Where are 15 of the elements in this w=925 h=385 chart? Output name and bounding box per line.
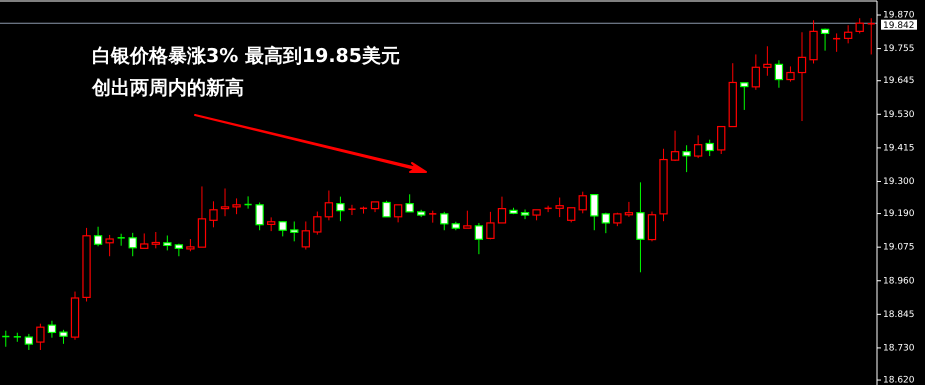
annotation: 白银价格暴涨3% 最高到19.85美元 — [92, 45, 400, 67]
y-tick-label: 19.870 — [883, 10, 915, 21]
y-tick-label: 19.415 — [883, 143, 914, 154]
y-tick-label: 19.190 — [883, 209, 915, 220]
y-tick-label: 18.730 — [883, 343, 915, 354]
y-tick-label: 19.075 — [883, 242, 914, 253]
y-tick-label: 19.645 — [883, 76, 914, 86]
annotation: 创出两周内的新高 — [91, 77, 244, 99]
y-tick-label: 19.300 — [883, 176, 915, 187]
y-tick-label: 18.845 — [883, 310, 914, 320]
ref-line-label: 19.842 — [883, 21, 914, 32]
y-tick-label: 19.755 — [883, 44, 914, 54]
y-tick-label: 18.960 — [883, 276, 915, 286]
y-tick-label: 18.620 — [883, 376, 915, 385]
y-tick-label: 19.530 — [883, 110, 915, 120]
